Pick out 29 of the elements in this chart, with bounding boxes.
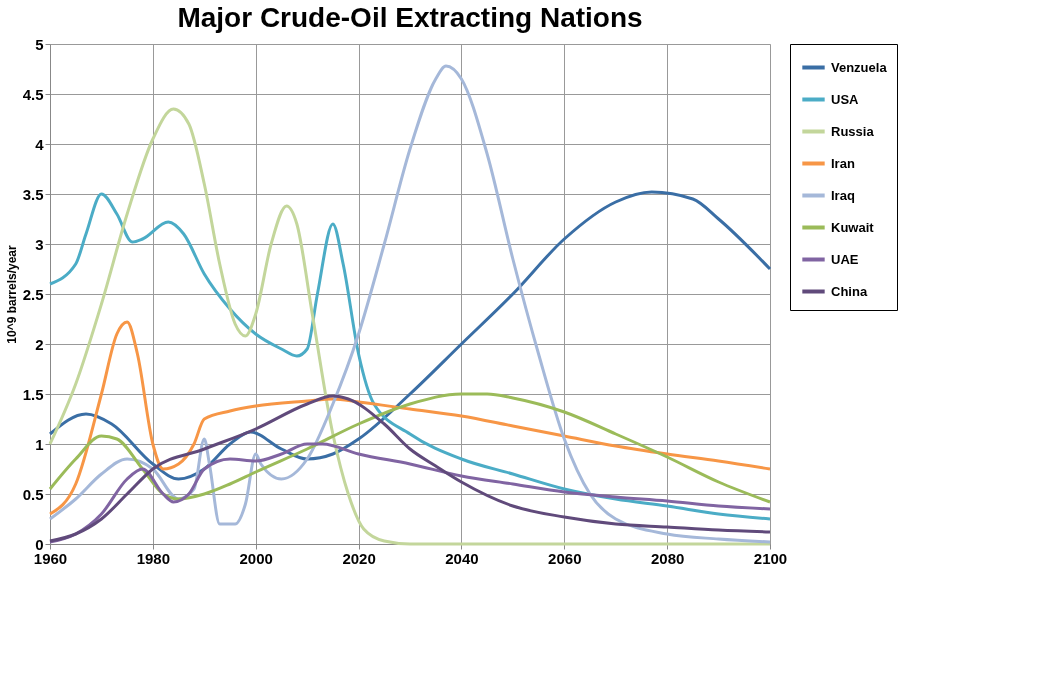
y-tick-label: 3 (35, 235, 44, 253)
legend-label: USA (831, 91, 860, 107)
line-series (48, 392, 772, 504)
line-series (48, 320, 772, 516)
y-tick-label: 2.5 (22, 285, 44, 303)
legend-label: China (831, 283, 868, 299)
y-tick-label: 4.5 (22, 85, 44, 103)
y-tick-label: 0.5 (22, 485, 44, 503)
legend-label: Venzuela (831, 59, 888, 75)
legend-label: Russia (831, 123, 875, 139)
x-tick-label: 2040 (445, 549, 479, 567)
x-tick-label: 2000 (239, 549, 273, 567)
y-axis-title: 10^9 barrels/year (4, 244, 19, 344)
x-tick-label: 2080 (650, 549, 685, 567)
legend-label: Iraq (831, 187, 855, 203)
y-tick-label: 2 (35, 335, 44, 353)
legend-label: UAE (831, 251, 859, 267)
y-tick-label: 5 (35, 35, 44, 53)
y-tick-label: 3.5 (22, 185, 44, 203)
x-tick-label: 1980 (136, 549, 171, 567)
legend-label: Kuwait (831, 219, 875, 235)
x-tick-label: 2060 (548, 549, 582, 567)
chart-title: Major Crude-Oil Extracting Nations (177, 2, 643, 33)
legend-label: Iran (831, 155, 855, 171)
y-tick-label: 1.5 (22, 385, 44, 403)
x-tick-label: 2100 (753, 549, 788, 567)
y-tick-label: 1 (35, 435, 44, 453)
y-tick-label: 4 (35, 135, 45, 153)
x-tick-label: 2020 (342, 549, 376, 567)
